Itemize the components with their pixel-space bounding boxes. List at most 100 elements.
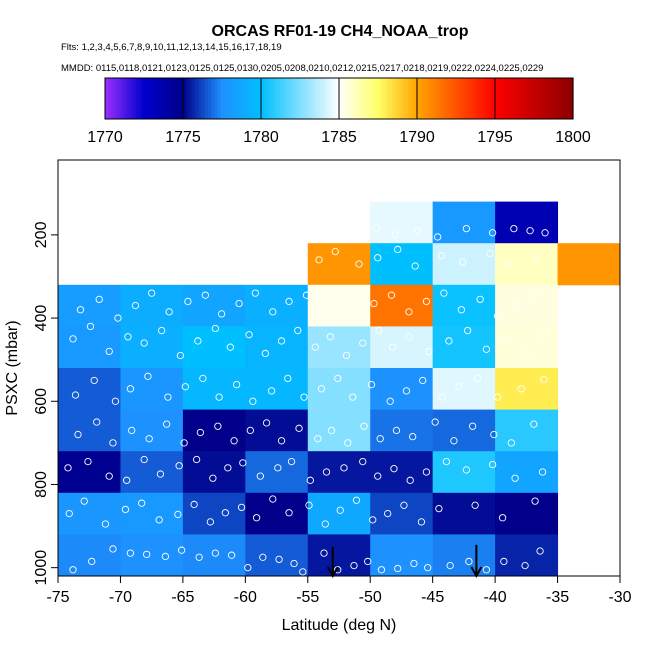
sample-point (177, 546, 186, 554)
heatmap-cell (245, 284, 309, 327)
sample-point (164, 393, 172, 401)
x-tick-label: -45 (421, 589, 444, 606)
sample-point (269, 308, 277, 316)
sample-point (359, 339, 367, 347)
sample-point (211, 324, 220, 333)
sample-point (355, 260, 363, 268)
sample-point (342, 351, 351, 360)
sample-point (315, 256, 323, 264)
sample-point (521, 561, 529, 570)
colorbar-swatch (373, 78, 378, 119)
heatmap-cell (495, 368, 559, 411)
sample-point (327, 426, 336, 435)
colorbar-swatch (126, 78, 131, 119)
sample-point (174, 510, 182, 519)
heatmap-cell (307, 368, 371, 411)
colorbar-swatch (117, 78, 122, 119)
sample-point (445, 337, 453, 345)
colorbar-swatch (111, 78, 115, 119)
y-tick-label: 800 (33, 471, 50, 498)
sample-point (435, 504, 443, 513)
colorbar-swatch (357, 78, 362, 119)
colorbar-swatch (382, 78, 387, 119)
sample-point (526, 227, 534, 235)
heatmap-cell (182, 284, 246, 327)
heatmap-cell (370, 243, 434, 286)
colorbar-swatch (529, 78, 534, 119)
colorbar-swatch (566, 78, 571, 119)
heatmap-cell (370, 534, 434, 577)
colorbar-swatch (123, 78, 128, 119)
sample-point (287, 457, 296, 466)
colorbar-swatch (285, 78, 290, 119)
colorbar-swatch (398, 78, 402, 119)
colorbar-swatch (320, 78, 324, 119)
heatmap-cell (370, 409, 434, 452)
colorbar-swatch (354, 78, 359, 119)
colorbar-swatch (186, 78, 190, 119)
sample-point (156, 470, 165, 478)
sample-point (245, 331, 253, 339)
sample-point (95, 295, 103, 304)
heatmap-cell (370, 326, 434, 369)
colorbar-swatch (466, 78, 471, 119)
heatmap-cell (495, 492, 559, 535)
sample-point (522, 349, 530, 358)
colorbar-swatch (201, 78, 206, 119)
colorbar-swatch (239, 78, 243, 119)
sample-point (109, 545, 117, 553)
colorbar-swatch (526, 78, 530, 119)
colorbar-swatch (410, 78, 415, 119)
sample-point (314, 435, 322, 443)
sample-point (227, 551, 236, 559)
colorbar-swatch (242, 78, 246, 119)
colorbar-swatch (108, 78, 112, 119)
colorbar-swatch (307, 78, 312, 119)
sample-point (364, 557, 372, 566)
colorbar-swatch (167, 78, 172, 119)
sample-point (414, 227, 422, 235)
sample-point (251, 289, 259, 297)
colorbar-swatch (385, 78, 390, 119)
sample-point (71, 391, 80, 399)
heatmap-cell (307, 534, 371, 577)
sample-point (510, 224, 518, 233)
sample-point (476, 295, 484, 304)
sample-point (123, 476, 131, 484)
sample-point (465, 557, 473, 566)
sample-point (138, 499, 146, 507)
colorbar-swatch (560, 78, 565, 119)
colorbar-swatch (463, 78, 468, 119)
sample-point (359, 457, 367, 466)
sample-point (214, 422, 222, 430)
heatmap-cell (370, 201, 434, 244)
sample-point (400, 501, 408, 509)
heatmap-cell (495, 284, 559, 327)
sample-point (322, 468, 331, 476)
colorbar-tick-label: 1800 (555, 129, 591, 146)
sample-point (274, 464, 282, 472)
colorbar-swatch (204, 78, 209, 119)
sample-point (206, 518, 215, 526)
colorbar-tick-label: 1795 (477, 129, 513, 146)
heatmap-cell (432, 534, 496, 577)
heatmap-cell (432, 284, 496, 327)
colorbar-swatch (282, 78, 287, 119)
sample-point (493, 312, 502, 320)
colorbar-swatch (532, 78, 537, 119)
sample-point (530, 291, 538, 299)
heatmap-cell (58, 534, 121, 577)
colorbar-swatch (179, 78, 184, 119)
heatmap-cell (307, 243, 371, 286)
sample-point (311, 343, 319, 351)
sample-point (538, 468, 547, 476)
heatmap-cell (120, 326, 184, 369)
sample-point (406, 476, 414, 484)
heatmap-cell (120, 284, 184, 327)
colorbar-swatch (367, 78, 371, 119)
sample-point (390, 465, 398, 473)
sample-point (158, 326, 166, 335)
heatmap-cell (182, 368, 246, 411)
colorbar-swatch (479, 78, 484, 119)
